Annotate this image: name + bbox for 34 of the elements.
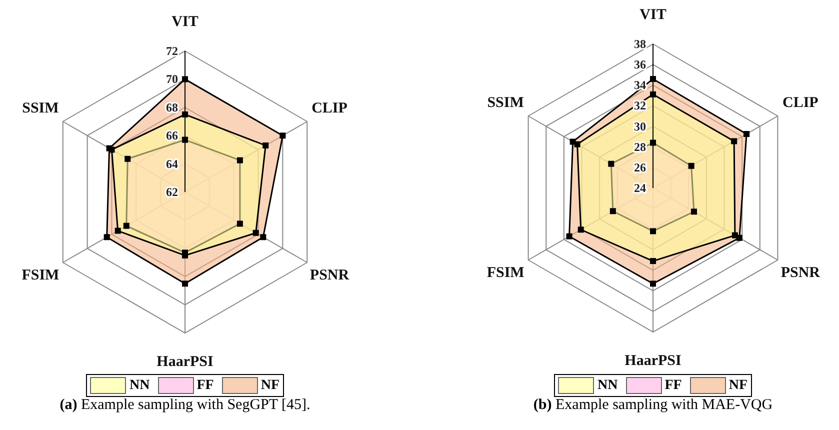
spoke-label: FSIM xyxy=(22,267,60,284)
y-tick-label: 68 xyxy=(166,100,178,114)
spoke-label: CLIP xyxy=(782,94,818,111)
legend-label: NN xyxy=(597,378,618,394)
legend-label: NN xyxy=(129,378,150,394)
text: (b) Example sampling with MAE-VQG xyxy=(533,397,773,414)
spoke-label: SSIM xyxy=(487,94,524,111)
y-tick-label: 26 xyxy=(634,160,646,174)
y-tick-label: 66 xyxy=(166,128,178,143)
y-tick-label: 72 xyxy=(166,44,178,58)
spoke-label: CLIP xyxy=(312,100,348,117)
spoke-label: PSNR xyxy=(310,267,350,284)
legend-label: FF xyxy=(664,378,682,394)
y-tick-label: 28 xyxy=(634,140,646,154)
y-tick-label: 64 xyxy=(166,156,178,171)
y-tick-label: 70 xyxy=(166,72,178,86)
spoke-label: VIT xyxy=(172,14,198,30)
spoke-label: VIT xyxy=(640,6,666,23)
y-tick-label: 34 xyxy=(634,78,646,92)
spoke-label: HaarPSI xyxy=(624,353,682,370)
spoke-label: HaarPSI xyxy=(156,354,214,370)
legend-label: NF xyxy=(728,378,748,394)
y-tick-label: 38 xyxy=(634,37,646,51)
spoke-label: PSNR xyxy=(780,265,820,282)
y-tick-label: 30 xyxy=(634,119,646,134)
spoke-label: SSIM xyxy=(22,100,59,117)
y-tick-label: 36 xyxy=(634,58,646,72)
text: (a) Example sampling with SegGPT [45]. xyxy=(60,397,310,414)
y-tick-label: 62 xyxy=(166,185,178,199)
legend-label: FF xyxy=(196,378,214,394)
y-tick-label: 24 xyxy=(634,181,646,195)
y-tick-label: 32 xyxy=(634,98,646,113)
spoke-label: FSIM xyxy=(486,265,524,282)
legend-label: NF xyxy=(260,378,280,394)
